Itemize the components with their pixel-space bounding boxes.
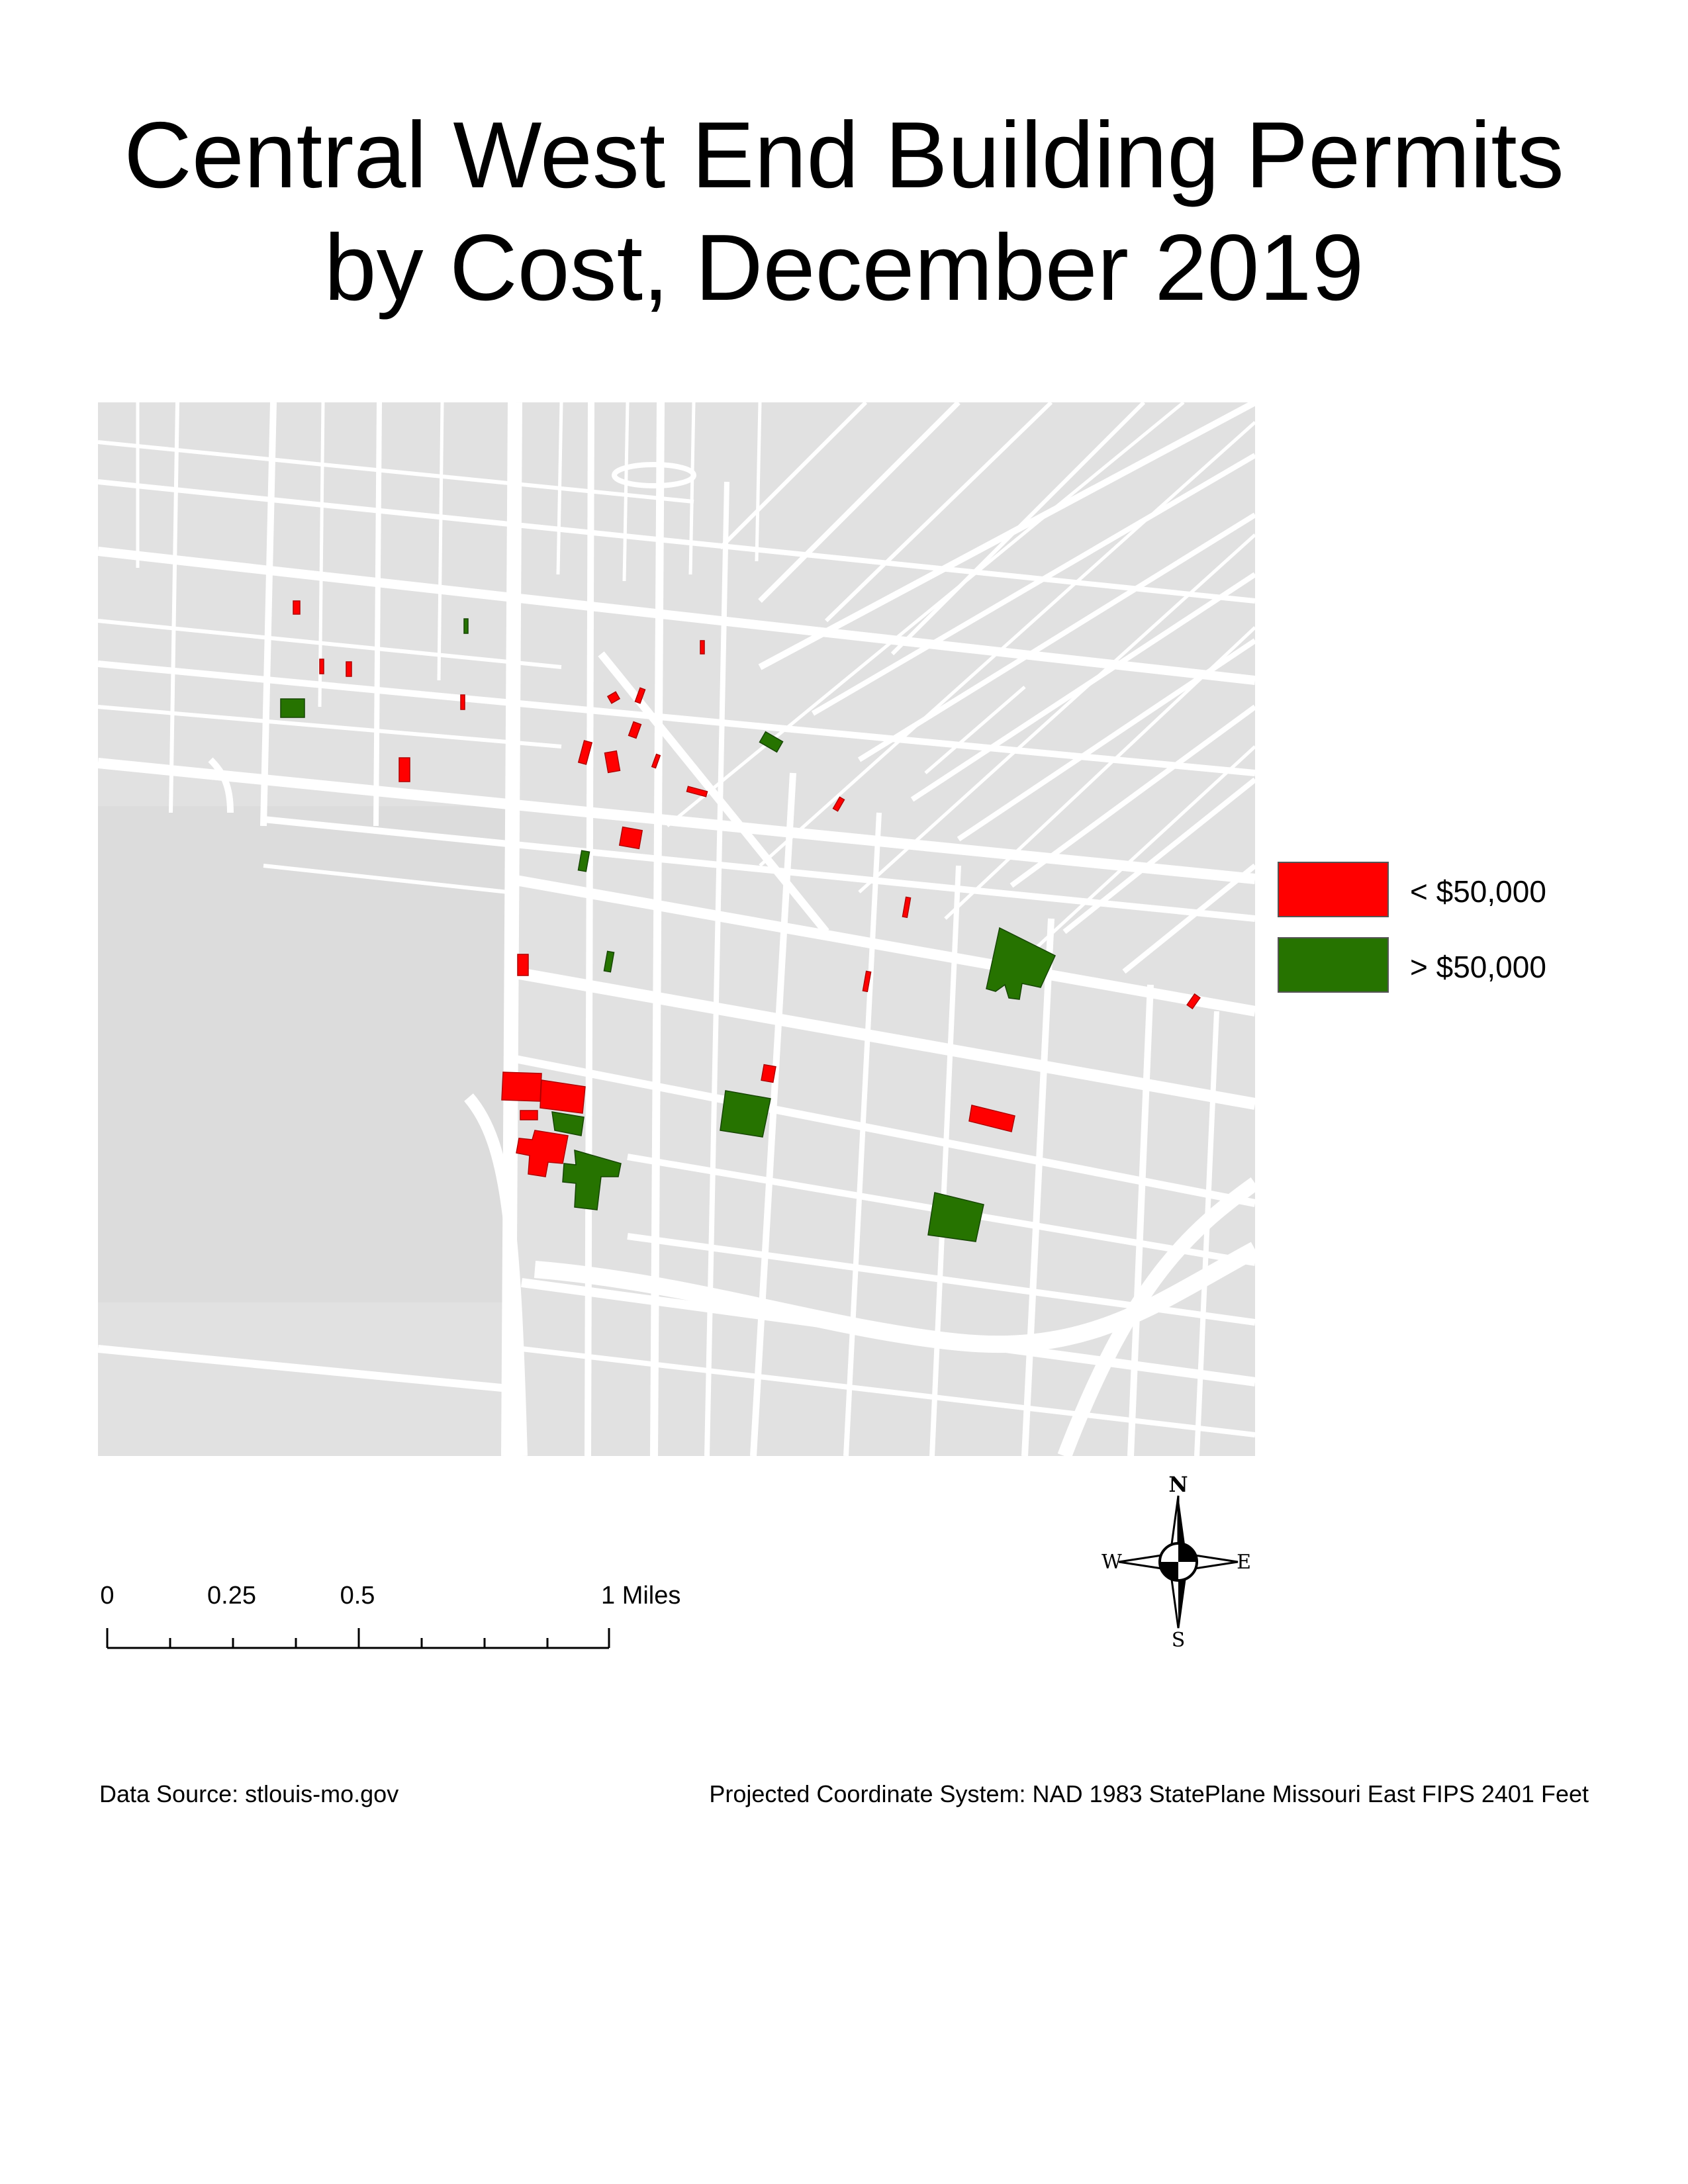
legend-swatch-high-cost (1278, 937, 1389, 993)
legend-swatch-low-cost (1278, 862, 1389, 917)
south-label: S (1172, 1629, 1186, 1648)
legend-label-low-cost: < $50,000 (1410, 874, 1546, 909)
projection-note: Projected Coordinate System: NAD 1983 St… (709, 1780, 1589, 1807)
north-arrow: N S E W (1099, 1472, 1258, 1652)
map-title-line-2: by Cost, December 2019 (324, 215, 1364, 320)
compass-rose-icon: N S E W (1102, 1472, 1251, 1652)
scale-bar: 0 0.25 0.5 1 Miles (100, 1582, 702, 1661)
scale-bar-graphic (106, 1628, 610, 1649)
east-label: E (1237, 1551, 1251, 1574)
map-frame[interactable] (98, 402, 1255, 1456)
north-label: N (1168, 1476, 1188, 1497)
streets (98, 402, 1255, 1456)
low-cost-parcels[interactable] (293, 600, 1201, 1177)
high-cost-parcels[interactable] (280, 618, 1056, 1242)
map-title: Central West End Building Permits by Cos… (0, 99, 1688, 324)
street-map (98, 402, 1255, 1456)
park-area (98, 806, 508, 1302)
scale-label-05: 0.5 (340, 1582, 375, 1610)
map-title-line-1: Central West End Building Permits (124, 103, 1564, 208)
data-source-note: Data Source: stlouis-mo.gov (99, 1780, 399, 1807)
scale-label-025: 0.25 (207, 1582, 256, 1610)
scale-label-1-miles: 1 Miles (601, 1582, 681, 1610)
west-label: W (1102, 1551, 1122, 1574)
circle-drive (612, 462, 696, 488)
legend-label-high-cost: > $50,000 (1410, 950, 1546, 984)
scale-label-0: 0 (100, 1582, 115, 1610)
